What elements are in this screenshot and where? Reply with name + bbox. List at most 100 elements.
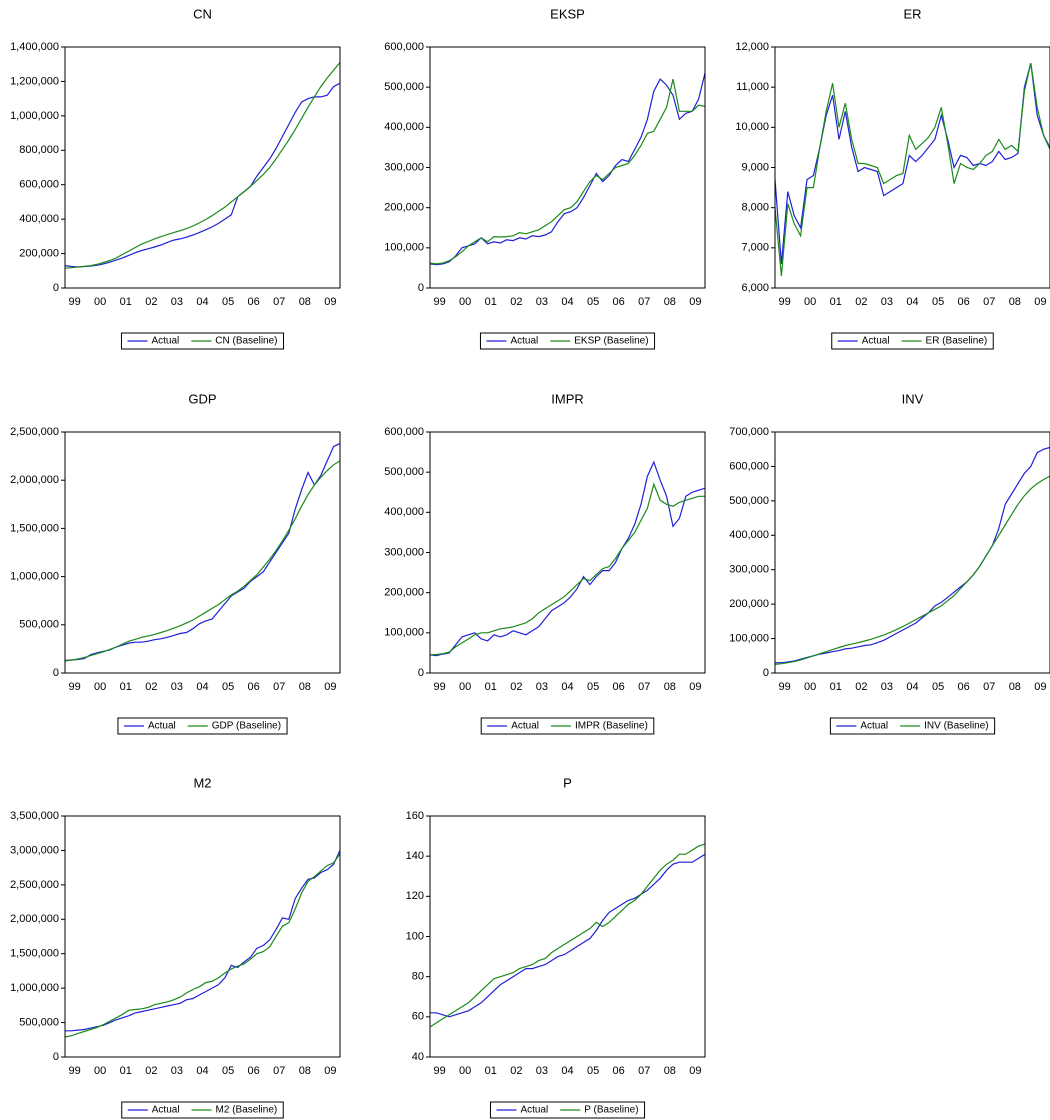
legend-label: Actual bbox=[510, 336, 538, 347]
plot-frame bbox=[774, 431, 1050, 674]
y-tick-label: 300,000 bbox=[384, 546, 424, 558]
y-tick-label: 400,000 bbox=[729, 529, 769, 541]
y-tick-label: 3,000,000 bbox=[10, 844, 59, 856]
legend-label: CN (Baseline) bbox=[215, 336, 277, 347]
x-tick-label: 02 bbox=[510, 681, 522, 693]
x-tick-label: 01 bbox=[120, 1065, 132, 1077]
series-line bbox=[430, 853, 706, 1018]
y-tick-label: 200,000 bbox=[19, 247, 59, 259]
x-tick-label: 07 bbox=[983, 681, 995, 693]
series-line bbox=[65, 850, 341, 1032]
x-tick-label: 02 bbox=[855, 681, 867, 693]
x-tick-label: 01 bbox=[485, 1065, 497, 1077]
y-tick-label: 600,000 bbox=[729, 460, 769, 472]
plot-frame bbox=[774, 46, 1050, 289]
legend-label: Actual bbox=[520, 1105, 548, 1116]
chart-title: IMPR bbox=[551, 391, 584, 406]
x-tick-label: 08 bbox=[299, 1065, 311, 1077]
x-tick-label: 02 bbox=[145, 1065, 157, 1077]
x-tick-label: 04 bbox=[561, 296, 573, 308]
x-tick-label: 04 bbox=[906, 296, 918, 308]
y-tick-label: 40 bbox=[412, 1051, 424, 1063]
x-tick-label: 09 bbox=[689, 1065, 701, 1077]
x-tick-label: 06 bbox=[613, 296, 625, 308]
x-tick-label: 09 bbox=[324, 681, 336, 693]
legend-label: INV (Baseline) bbox=[924, 721, 988, 732]
x-tick-label: 01 bbox=[485, 296, 497, 308]
x-tick-label: 05 bbox=[587, 1065, 599, 1077]
x-tick-label: 05 bbox=[222, 681, 234, 693]
x-tick-label: 05 bbox=[932, 681, 944, 693]
x-tick-label: 02 bbox=[510, 1065, 522, 1077]
x-tick-label: 05 bbox=[587, 681, 599, 693]
chart-title: ER bbox=[903, 6, 921, 21]
plot-frame bbox=[64, 815, 341, 1058]
x-tick-label: 04 bbox=[196, 296, 208, 308]
y-tick-label: 0 bbox=[418, 282, 424, 294]
y-tick-label: 500,000 bbox=[384, 81, 424, 93]
chart-title: M2 bbox=[193, 775, 211, 790]
y-tick-label: 1,000,000 bbox=[10, 982, 59, 994]
plot-frame bbox=[429, 815, 706, 1058]
x-tick-label: 07 bbox=[273, 296, 285, 308]
x-tick-label: 06 bbox=[248, 681, 260, 693]
y-tick-label: 10,000 bbox=[735, 121, 769, 133]
y-tick-label: 11,000 bbox=[736, 81, 769, 93]
y-tick-label: 160 bbox=[406, 810, 424, 822]
y-tick-label: 500,000 bbox=[19, 1016, 59, 1028]
x-tick-label: 05 bbox=[587, 296, 599, 308]
series-line bbox=[774, 62, 1050, 264]
x-tick-label: 03 bbox=[881, 681, 893, 693]
y-tick-label: 200,000 bbox=[384, 587, 424, 599]
y-tick-label: 400,000 bbox=[384, 121, 424, 133]
x-tick-label: 99 bbox=[68, 681, 80, 693]
y-tick-label: 1,500,000 bbox=[10, 522, 59, 534]
y-tick-label: 600,000 bbox=[384, 426, 424, 438]
y-tick-label: 100,000 bbox=[384, 627, 424, 639]
y-tick-label: 400,000 bbox=[384, 506, 424, 518]
legend-label: Actual bbox=[151, 336, 179, 347]
legend-label: P (Baseline) bbox=[584, 1105, 638, 1116]
x-tick-label: 99 bbox=[68, 296, 80, 308]
chart-title: P bbox=[563, 775, 572, 790]
y-tick-label: 0 bbox=[763, 667, 769, 679]
y-tick-label: 1,000,000 bbox=[10, 110, 59, 122]
x-tick-label: 05 bbox=[932, 296, 944, 308]
x-tick-label: 03 bbox=[536, 296, 548, 308]
x-tick-label: 99 bbox=[433, 1065, 445, 1077]
x-tick-label: 01 bbox=[120, 681, 132, 693]
x-tick-label: 01 bbox=[830, 681, 842, 693]
y-tick-label: 1,500,000 bbox=[10, 948, 59, 960]
y-tick-label: 60 bbox=[412, 1011, 424, 1023]
x-tick-label: 09 bbox=[689, 681, 701, 693]
legend-label: Actual bbox=[511, 721, 539, 732]
x-tick-label: 08 bbox=[1009, 296, 1021, 308]
x-tick-label: 03 bbox=[171, 296, 183, 308]
y-tick-label: 0 bbox=[53, 282, 59, 294]
x-tick-label: 07 bbox=[273, 1065, 285, 1077]
y-tick-label: 600,000 bbox=[19, 179, 59, 191]
y-tick-label: 12,000 bbox=[735, 41, 769, 53]
series-line bbox=[429, 78, 706, 265]
x-tick-label: 09 bbox=[1034, 681, 1046, 693]
series-line bbox=[774, 475, 1050, 665]
x-tick-label: 99 bbox=[433, 681, 445, 693]
y-tick-label: 400,000 bbox=[19, 213, 59, 225]
y-tick-label: 500,000 bbox=[384, 466, 424, 478]
y-tick-label: 600,000 bbox=[384, 41, 424, 53]
y-tick-label: 2,000,000 bbox=[10, 913, 59, 925]
series-line bbox=[64, 62, 341, 269]
x-tick-label: 99 bbox=[778, 296, 790, 308]
series-line bbox=[64, 853, 341, 1038]
series-line bbox=[64, 82, 341, 268]
y-tick-label: 3,500,000 bbox=[10, 810, 59, 822]
legend: Actual GDP (Baseline) bbox=[117, 717, 288, 735]
series-line bbox=[64, 460, 341, 662]
x-tick-label: 02 bbox=[145, 681, 157, 693]
series-line bbox=[64, 443, 341, 662]
x-tick-label: 04 bbox=[561, 681, 573, 693]
x-tick-label: 01 bbox=[830, 296, 842, 308]
legend: Actual P (Baseline) bbox=[489, 1101, 646, 1119]
plot-frame bbox=[429, 431, 706, 674]
y-tick-label: 0 bbox=[418, 667, 424, 679]
